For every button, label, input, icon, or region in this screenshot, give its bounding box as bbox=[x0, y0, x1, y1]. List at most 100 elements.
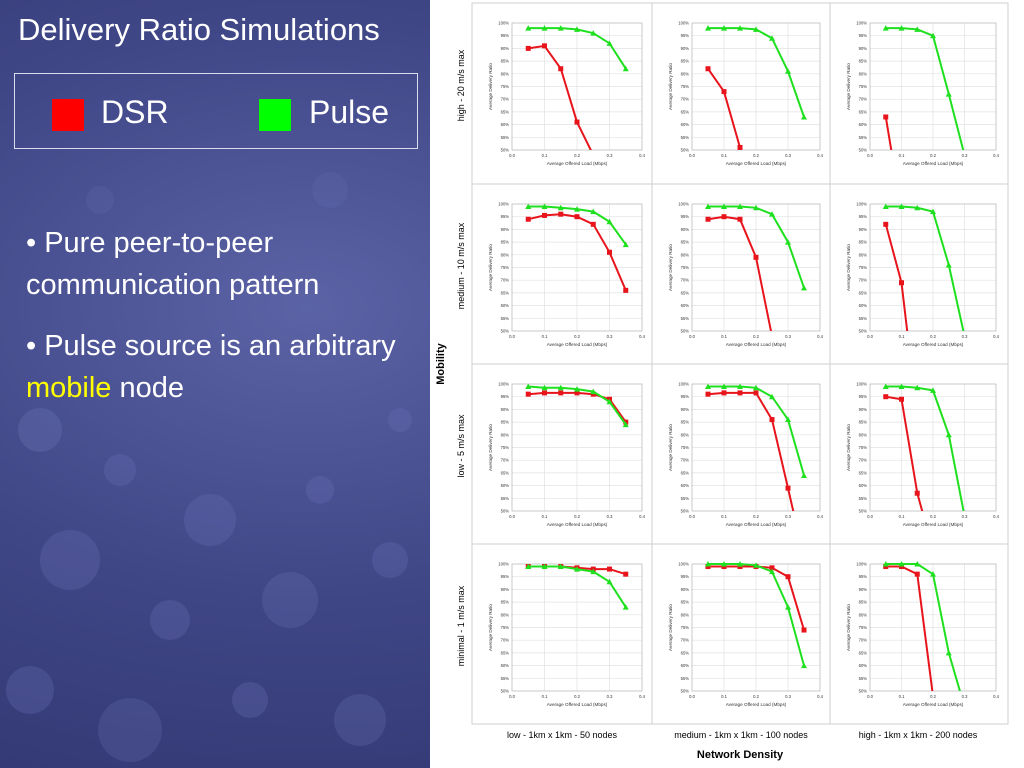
y-tick-label: 95% bbox=[501, 33, 510, 38]
pulse-series-line bbox=[885, 563, 961, 691]
pulse-point bbox=[606, 398, 613, 405]
y-tick-label: 65% bbox=[501, 470, 510, 475]
y-tick-label: 90% bbox=[501, 407, 510, 412]
dsr-point bbox=[542, 212, 547, 218]
y-tick-label: 50% bbox=[681, 329, 690, 334]
plot-area bbox=[511, 22, 643, 151]
panel-y-axis-label: Average Delivery Ratio bbox=[846, 424, 851, 471]
pulse-series-line bbox=[885, 385, 965, 511]
pulse-point bbox=[769, 211, 775, 217]
panel-x-axis-label: Average Offered Load (Mbps) bbox=[547, 522, 608, 527]
x-tick-label: 0.3 bbox=[962, 694, 968, 699]
pulse-point bbox=[785, 416, 791, 423]
pulse-point bbox=[541, 203, 548, 210]
pulse-point bbox=[705, 383, 711, 390]
pulse-point bbox=[914, 384, 921, 391]
y-tick-label: 65% bbox=[859, 290, 868, 295]
panel-y-axis-label: Average Delivery Ratio bbox=[488, 244, 493, 291]
x-tick-label: 0.0 bbox=[509, 514, 515, 519]
y-tick-label: 60% bbox=[859, 483, 868, 488]
pulse-point bbox=[721, 561, 727, 567]
pulse-point bbox=[882, 561, 889, 567]
pulse-point bbox=[574, 26, 580, 32]
pulse-point bbox=[801, 662, 807, 669]
y-tick-label: 90% bbox=[859, 227, 868, 232]
dsr-point bbox=[883, 221, 889, 227]
panel-x-axis-label: Average Offered Load (Mbps) bbox=[903, 161, 964, 166]
y-tick-label: 95% bbox=[501, 574, 510, 579]
pulse-point bbox=[882, 203, 889, 210]
pulse-point bbox=[525, 563, 532, 570]
y-tick-label: 70% bbox=[681, 97, 690, 102]
dsr-point bbox=[883, 564, 889, 570]
y-tick-label: 90% bbox=[681, 46, 690, 51]
pulse-point bbox=[721, 203, 727, 210]
pulse-point bbox=[882, 383, 889, 390]
dsr-point bbox=[525, 391, 531, 397]
x-tick-label: 0.4 bbox=[639, 334, 645, 339]
y-tick-label: 70% bbox=[859, 97, 868, 102]
x-tick-label: 0.3 bbox=[785, 514, 791, 519]
y-tick-label: 85% bbox=[501, 600, 510, 605]
x-tick-label: 0.2 bbox=[753, 514, 759, 519]
x-tick-label: 0.4 bbox=[993, 514, 999, 519]
y-tick-label: 50% bbox=[859, 148, 868, 153]
x-tick-label: 0.0 bbox=[689, 153, 695, 158]
x-tick-label: 0.2 bbox=[930, 514, 936, 519]
panel-y-axis-label: Average Delivery Ratio bbox=[668, 424, 673, 471]
dsr-point bbox=[705, 66, 711, 72]
y-tick-label: 95% bbox=[681, 574, 690, 579]
dsr-point bbox=[721, 564, 727, 570]
pulse-point bbox=[785, 239, 791, 245]
bullet-2-highlight: mobile bbox=[26, 372, 112, 404]
x-tick-label: 0.2 bbox=[574, 694, 580, 699]
x-tick-label: 0.3 bbox=[962, 153, 968, 158]
y-tick-label: 90% bbox=[501, 227, 510, 232]
x-tick-label: 0.2 bbox=[574, 153, 580, 158]
plot-area bbox=[511, 563, 643, 692]
x-tick-label: 0.4 bbox=[639, 694, 645, 699]
y-tick-label: 60% bbox=[501, 663, 510, 668]
pulse-point bbox=[606, 578, 613, 585]
dsr-point bbox=[785, 485, 791, 491]
bullet-1-text: • Pure peer-to-peer communication patter… bbox=[26, 227, 320, 301]
panel-y-axis-label: Average Delivery Ratio bbox=[846, 604, 851, 651]
panel-x-axis-label: Average Offered Load (Mbps) bbox=[547, 342, 608, 347]
pulse-point bbox=[930, 32, 936, 39]
panel-y-axis-label: Average Delivery Ratio bbox=[668, 63, 673, 110]
y-tick-label: 95% bbox=[681, 394, 690, 399]
y-tick-label: 100% bbox=[498, 562, 509, 567]
x-tick-label: 0.0 bbox=[689, 514, 695, 519]
x-tick-label: 0.0 bbox=[509, 334, 515, 339]
x-tick-label: 0.3 bbox=[607, 153, 613, 158]
x-tick-label: 0.3 bbox=[785, 334, 791, 339]
dsr-point bbox=[914, 571, 920, 577]
dsr-point bbox=[769, 565, 775, 571]
dsr-point bbox=[590, 391, 596, 397]
pulse-point bbox=[557, 204, 564, 211]
bullet-2-suffix: node bbox=[111, 372, 185, 404]
plot-area bbox=[511, 383, 643, 512]
y-tick-label: 75% bbox=[681, 625, 690, 630]
x-tick-label: 0.1 bbox=[721, 334, 727, 339]
y-tick-label: 95% bbox=[859, 394, 868, 399]
dsr-point bbox=[705, 216, 711, 222]
dsr-swatch bbox=[52, 99, 84, 131]
y-tick-label: 85% bbox=[859, 59, 868, 64]
y-tick-label: 60% bbox=[501, 483, 510, 488]
pulse-point bbox=[753, 384, 759, 391]
y-tick-label: 95% bbox=[859, 574, 868, 579]
y-tick-label: 85% bbox=[681, 600, 690, 605]
pulse-point bbox=[590, 388, 597, 395]
panel-y-axis-label: Average Delivery Ratio bbox=[488, 63, 493, 110]
x-tick-label: 0.4 bbox=[639, 153, 645, 158]
dsr-point bbox=[705, 564, 711, 570]
y-tick-label: 85% bbox=[681, 240, 690, 245]
x-tick-label: 0.1 bbox=[542, 153, 548, 158]
x-tick-label: 0.4 bbox=[993, 153, 999, 158]
dsr-point bbox=[607, 566, 612, 572]
y-tick-label: 50% bbox=[859, 689, 868, 694]
x-tick-label: 0.3 bbox=[785, 153, 791, 158]
y-tick-label: 65% bbox=[859, 109, 868, 114]
panel-y-axis-label: Average Delivery Ratio bbox=[488, 604, 493, 651]
